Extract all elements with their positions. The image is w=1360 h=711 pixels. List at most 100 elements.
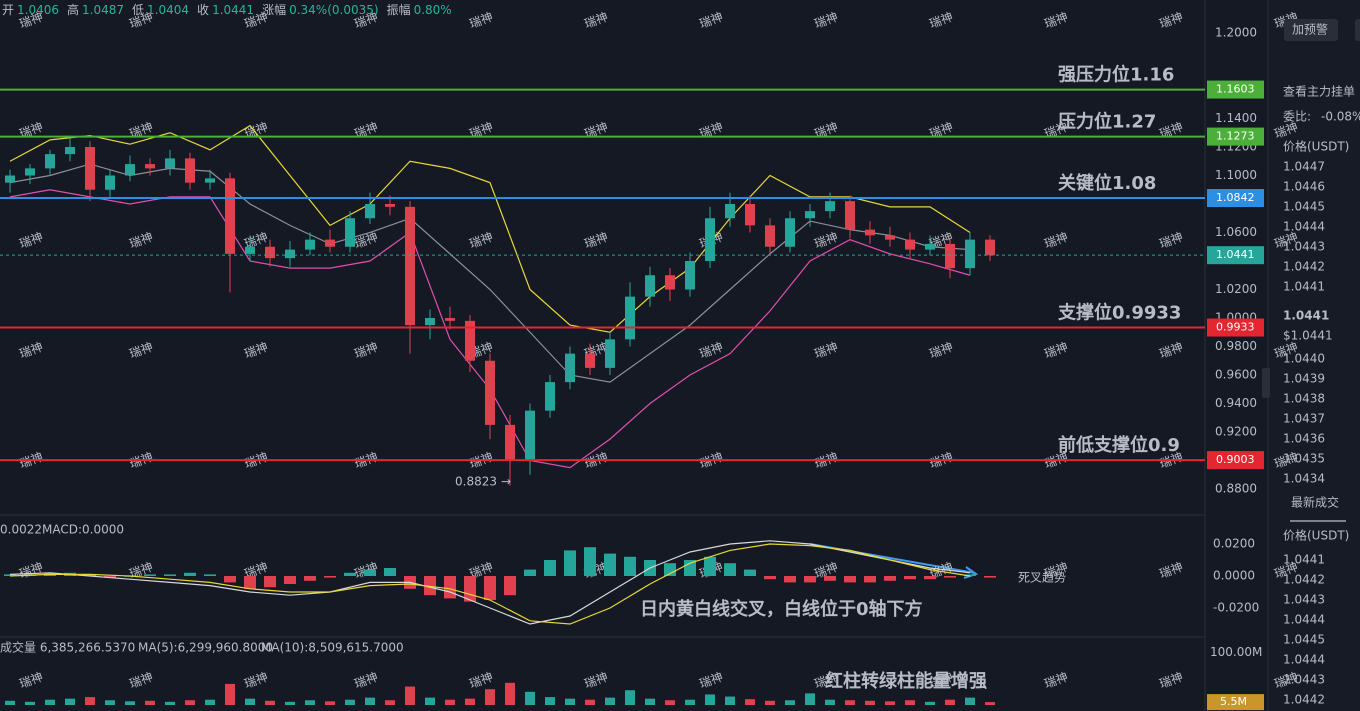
macd-bar xyxy=(104,576,116,578)
level-annotation: 压力位1.27 xyxy=(1058,111,1156,133)
macd-bar xyxy=(924,576,936,580)
price-tick-label: 0.9800 xyxy=(1215,339,1257,353)
low-marker-arrow: → xyxy=(501,474,511,488)
level-tag-label: 1.1273 xyxy=(1216,130,1255,143)
volume-bar xyxy=(725,696,735,705)
volume-bar xyxy=(785,700,795,705)
macd-bar xyxy=(444,576,456,599)
price-header: 价格(USDT) xyxy=(1283,139,1349,154)
candle-body xyxy=(65,147,75,155)
volume-bar xyxy=(905,700,915,705)
macd-bar xyxy=(804,576,816,583)
candle-body xyxy=(365,204,375,219)
info-label: 开 xyxy=(2,3,14,17)
volume-bar xyxy=(625,690,635,705)
ask-price: 1.0444 xyxy=(1283,220,1325,234)
macd-bar xyxy=(264,576,276,588)
candle-body xyxy=(125,164,135,176)
candle-body xyxy=(105,175,115,190)
candle-body xyxy=(785,218,795,247)
candle-body xyxy=(325,239,335,247)
volume-bar xyxy=(585,699,595,705)
macd-note: 日内黄白线交叉，白线位于0轴下方 xyxy=(640,598,923,620)
candle-body xyxy=(805,211,815,219)
macd-bar xyxy=(724,563,736,576)
trade-price: 1.0445 xyxy=(1283,633,1325,647)
candle-body xyxy=(445,318,455,321)
candle-body xyxy=(905,239,915,250)
macd-bar xyxy=(904,576,916,580)
candle-body xyxy=(585,353,595,368)
macd-bar xyxy=(164,574,176,576)
candle-body xyxy=(45,154,55,169)
volume-bar xyxy=(645,698,655,705)
volume-bar xyxy=(805,693,815,705)
macd-tick-label: 0.0000 xyxy=(1213,569,1255,583)
macd-bar xyxy=(664,563,676,576)
macd-bar xyxy=(784,576,796,583)
level-annotation: 前低支撑位0.9 xyxy=(1058,434,1180,456)
candle-body xyxy=(385,204,395,207)
info-value: 1.0487 xyxy=(82,3,124,17)
sidebar xyxy=(1268,0,1360,711)
price-tick-label: 1.0600 xyxy=(1215,225,1257,239)
candle-body xyxy=(645,275,655,297)
price-tick-label: 1.1400 xyxy=(1215,111,1257,125)
candle-body xyxy=(985,239,995,256)
volume-bar xyxy=(285,701,295,705)
candle-body xyxy=(885,235,895,240)
candle-body xyxy=(25,168,35,176)
volume-bar xyxy=(145,700,155,705)
candle-body xyxy=(85,147,95,190)
volume-bar xyxy=(665,700,675,705)
candle-body xyxy=(565,353,575,383)
candle-body xyxy=(725,204,735,219)
candle-body xyxy=(145,164,155,169)
bid-price: 1.0437 xyxy=(1283,412,1325,426)
collapse-handle[interactable] xyxy=(1262,368,1270,398)
trade-price: 1.0441 xyxy=(1283,553,1325,567)
ask-price: 1.0441 xyxy=(1283,280,1325,294)
candle-body xyxy=(5,175,15,183)
ask-price: 1.0447 xyxy=(1283,160,1325,174)
info-value: 0.34%(0.0035) xyxy=(289,3,378,17)
volume-current-tag xyxy=(1207,694,1264,711)
volume-bar xyxy=(685,699,695,705)
volume-bar xyxy=(305,700,315,705)
volume-bar xyxy=(925,701,935,705)
volume-bar xyxy=(485,689,495,705)
candle-body xyxy=(265,246,275,259)
volume-bar xyxy=(25,701,35,705)
volume-bar xyxy=(165,701,175,705)
candle-body xyxy=(945,243,955,269)
macd-tick-label: -0.0200 xyxy=(1213,601,1259,615)
macd-bar xyxy=(4,574,16,576)
volume-bar xyxy=(365,697,375,705)
price-tick-label: 1.2000 xyxy=(1215,26,1257,40)
volume-bar xyxy=(185,700,195,705)
level-tag-label: 1.1603 xyxy=(1216,83,1255,96)
bid-price: 1.0439 xyxy=(1283,372,1325,386)
info-value: 1.0441 xyxy=(212,3,254,17)
level-tag xyxy=(1207,80,1264,99)
volume-bar xyxy=(865,700,875,705)
macd-bar xyxy=(944,576,956,578)
candle-body xyxy=(165,158,175,169)
macd-dif xyxy=(9,540,971,625)
ask-price: 1.0443 xyxy=(1283,240,1325,254)
macd-note-right: 死叉趋势 xyxy=(1018,571,1066,585)
alert-button[interactable] xyxy=(1284,19,1338,41)
trade-price: 1.0444 xyxy=(1283,613,1325,627)
volume-bar xyxy=(245,698,255,705)
level-tag-label: 0.9003 xyxy=(1216,453,1255,466)
volume-bar xyxy=(385,700,395,705)
macd-bar xyxy=(364,569,376,576)
macd-bar xyxy=(224,576,236,583)
trade-price: 1.0442 xyxy=(1283,573,1325,587)
macd-bar xyxy=(524,569,536,576)
candle-body xyxy=(205,178,215,183)
macd-bar xyxy=(984,576,996,578)
trade-price: 1.0443 xyxy=(1283,673,1325,687)
candle-body xyxy=(505,424,515,461)
sidebar-button[interactable] xyxy=(1355,19,1360,41)
